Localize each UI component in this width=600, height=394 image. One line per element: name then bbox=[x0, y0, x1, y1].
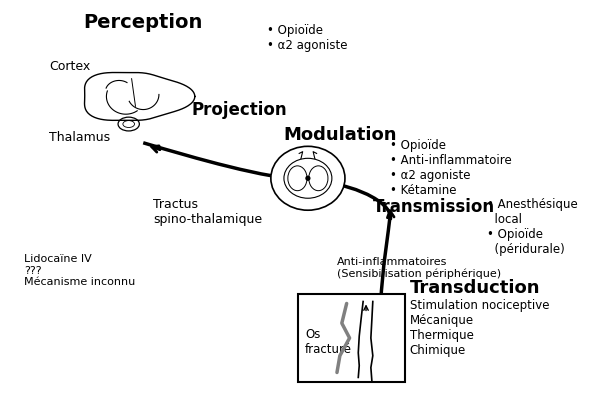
Ellipse shape bbox=[309, 166, 328, 191]
Text: Projection: Projection bbox=[191, 101, 287, 119]
Text: Anti-inflammatoires
(Sensibilisation périphérique): Anti-inflammatoires (Sensibilisation pér… bbox=[337, 257, 501, 279]
Text: Tractus
spino-thalamique: Tractus spino-thalamique bbox=[153, 198, 262, 226]
Circle shape bbox=[305, 176, 311, 181]
Ellipse shape bbox=[288, 166, 307, 191]
Ellipse shape bbox=[271, 146, 345, 210]
Text: Thalamus: Thalamus bbox=[49, 131, 110, 144]
Text: Os
fracturé: Os fracturé bbox=[305, 328, 352, 356]
Text: Transduction: Transduction bbox=[410, 279, 540, 297]
Text: Stimulation nociceptive
Mécanique
Thermique
Chimique: Stimulation nociceptive Mécanique Thermi… bbox=[410, 299, 549, 357]
Text: Modulation: Modulation bbox=[284, 126, 397, 144]
Text: Lidocaïne IV
???
Mécanisme inconnu: Lidocaïne IV ??? Mécanisme inconnu bbox=[24, 254, 136, 287]
Ellipse shape bbox=[284, 158, 332, 198]
Text: • Anesthésique
  local
• Opioïde
  (péridurale): • Anesthésique local • Opioïde (péridura… bbox=[487, 198, 578, 256]
Text: Transmission: Transmission bbox=[373, 198, 495, 216]
Text: • Opioïde
• Anti-inflammatoire
• α2 agoniste
• Kétamine: • Opioïde • Anti-inflammatoire • α2 agon… bbox=[390, 139, 512, 197]
Text: Perception: Perception bbox=[83, 13, 203, 32]
Bar bbox=[298, 294, 405, 382]
Text: • Opioïde
• α2 agoniste: • Opioïde • α2 agoniste bbox=[267, 24, 348, 52]
Text: Cortex: Cortex bbox=[49, 60, 91, 73]
